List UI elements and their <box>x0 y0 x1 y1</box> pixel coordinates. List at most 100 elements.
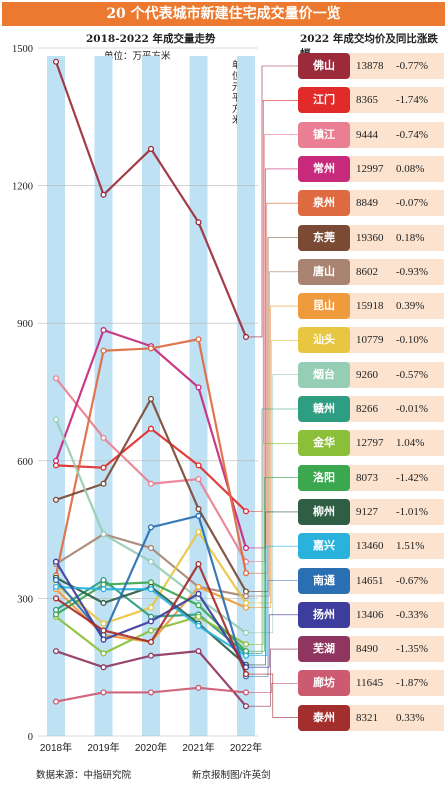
city-badge: 常州 <box>298 155 350 182</box>
connector-line <box>249 580 298 677</box>
city-badge: 廊坊 <box>298 670 350 697</box>
table-row: 19360 0.18% 东莞 <box>298 224 444 251</box>
table-row: 8073 -1.42% 洛阳 <box>298 464 444 491</box>
data-point <box>52 583 60 590</box>
price-cell: 8602 -0.93% <box>348 258 444 285</box>
connector-line <box>249 340 298 604</box>
avg-price: 8365 <box>356 94 378 107</box>
yoy-change: -1.87% <box>396 677 429 690</box>
data-point <box>100 620 107 627</box>
data-point <box>100 664 107 671</box>
yoy-change: 0.33% <box>396 711 425 724</box>
chart-unit-label: 单位：万平方米 <box>104 51 171 62</box>
city-badge: 洛阳 <box>298 464 350 491</box>
data-point <box>147 627 155 634</box>
city-badge: 汕头 <box>298 327 350 354</box>
city-badge: 嘉兴 <box>298 533 350 560</box>
data-point <box>52 648 60 655</box>
data-point <box>195 590 202 597</box>
data-point <box>242 629 250 636</box>
data-point <box>52 558 60 565</box>
yoy-change: 0.39% <box>396 300 425 313</box>
price-cell: 10779 -0.10% <box>348 327 444 354</box>
y-tick-label: 1500 <box>12 44 33 55</box>
x-tick-label: 2019年 <box>87 741 119 754</box>
data-point <box>147 689 155 696</box>
avg-price: 12797 <box>356 437 384 450</box>
year-band <box>189 56 208 736</box>
data-point <box>147 480 155 487</box>
chart-credit: 新京报制图/许英剑 <box>192 770 271 781</box>
connector-line <box>249 477 298 652</box>
connector-line <box>249 271 298 597</box>
yoy-change: -0.77% <box>396 60 429 72</box>
data-point <box>195 462 202 469</box>
data-point <box>195 336 202 343</box>
avg-price: 10779 <box>356 334 384 347</box>
price-cell: 13460 1.51% <box>348 533 444 560</box>
data-point <box>147 145 155 152</box>
y-tick-label: 900 <box>17 319 33 330</box>
x-tick-label: 2018年 <box>40 741 72 754</box>
data-point <box>52 457 60 464</box>
avg-price: 13460 <box>356 540 384 553</box>
data-point <box>242 652 250 659</box>
connector-line <box>249 683 298 693</box>
price-cell: 19360 0.18% <box>348 224 444 251</box>
price-cell: 8365 -1.74% <box>348 87 444 114</box>
data-point <box>100 636 107 643</box>
data-point <box>147 524 155 531</box>
table-row: 8365 -1.74% 江门 <box>298 87 444 114</box>
data-point <box>147 638 155 646</box>
data-point <box>100 650 107 657</box>
yoy-change: 1.51% <box>396 540 425 553</box>
data-point <box>100 347 107 354</box>
page-title: 20 个代表城市新建住宅成交量价一览 <box>2 2 445 26</box>
table-row: 8266 -0.01% 赣州 <box>298 396 444 422</box>
data-point <box>100 586 107 593</box>
city-badge: 扬州 <box>298 601 350 628</box>
table-row: 14651 -0.67% 南通 <box>298 567 444 594</box>
data-point <box>195 583 202 590</box>
avg-price: 13878 <box>356 60 384 72</box>
data-point <box>195 528 202 535</box>
chart-subtitle: 2018-2022 年成交量走势 <box>86 33 216 45</box>
data-point <box>100 327 107 334</box>
table-row: 9260 -0.57% 烟台 <box>298 361 444 388</box>
avg-price: 9260 <box>356 368 378 381</box>
table-row: 9127 -1.01% 柳州 <box>298 498 444 525</box>
table-row: 12997 0.08% 常州 <box>298 155 444 182</box>
price-cell: 8849 -0.07% <box>348 190 444 217</box>
y-tick-label: 1200 <box>12 182 33 193</box>
table-row: 13460 1.51% 嘉兴 <box>298 533 444 560</box>
table-row: 13406 -0.33% 扬州 <box>298 601 444 628</box>
price-cell: 12797 1.04% <box>348 430 444 457</box>
data-point <box>195 648 202 655</box>
avg-price: 12997 <box>356 162 384 175</box>
table-row: 9444 -0.74% 镇江 <box>298 121 444 148</box>
table-row: 11645 -1.87% 廊坊 <box>298 670 444 697</box>
data-point <box>195 560 202 568</box>
data-point <box>195 384 202 391</box>
city-badge: 烟台 <box>298 361 350 388</box>
yoy-change: -0.93% <box>396 265 429 278</box>
data-point <box>195 512 202 519</box>
avg-price: 13406 <box>356 608 384 621</box>
data-point <box>147 586 155 593</box>
avg-price: 9444 <box>356 128 378 141</box>
data-point <box>100 480 107 487</box>
city-badge: 东莞 <box>298 224 350 251</box>
connector-line <box>249 100 298 512</box>
data-point <box>100 531 107 538</box>
price-cell: 8490 -1.35% <box>348 636 444 663</box>
connector-line <box>249 305 298 608</box>
data-point <box>242 593 250 600</box>
avg-price: 8490 <box>356 643 378 656</box>
city-badge: 江门 <box>298 87 350 114</box>
price-cell: 13406 -0.33% <box>348 601 444 628</box>
x-tick-label: 2021年 <box>182 741 214 754</box>
yoy-change: -0.74% <box>396 128 429 141</box>
city-badge: 镇江 <box>298 121 350 148</box>
connector-line <box>249 374 298 634</box>
